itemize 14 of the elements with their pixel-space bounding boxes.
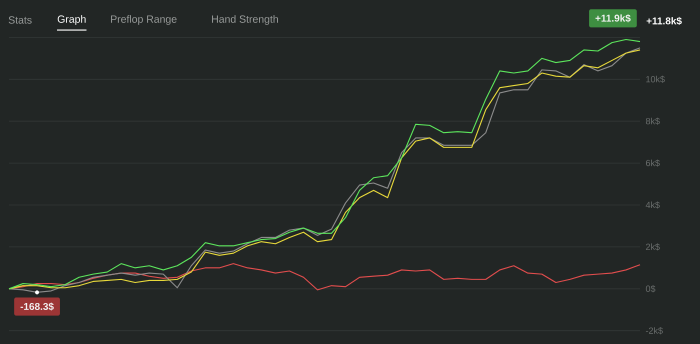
- y-tick-label: 8k$: [646, 118, 660, 125]
- y-tick-label: -2k$: [646, 327, 663, 334]
- text: Stats: [8, 16, 32, 24]
- y-tick-label: 10k$: [646, 76, 665, 83]
- y-tick-label: 0$: [646, 285, 656, 292]
- text: +11.9k$: [595, 14, 631, 22]
- y-tick-label: 6k$: [646, 159, 660, 167]
- y-tick-label: 4k$: [646, 201, 660, 209]
- text: Graph: [58, 15, 86, 25]
- text: +11.8k$: [646, 16, 682, 26]
- y-tick-label: 2k$: [646, 243, 660, 251]
- text: Hand Strength: [212, 15, 278, 25]
- annotation: -168.3$: [20, 302, 54, 311]
- text: Preflop Range: [111, 15, 177, 25]
